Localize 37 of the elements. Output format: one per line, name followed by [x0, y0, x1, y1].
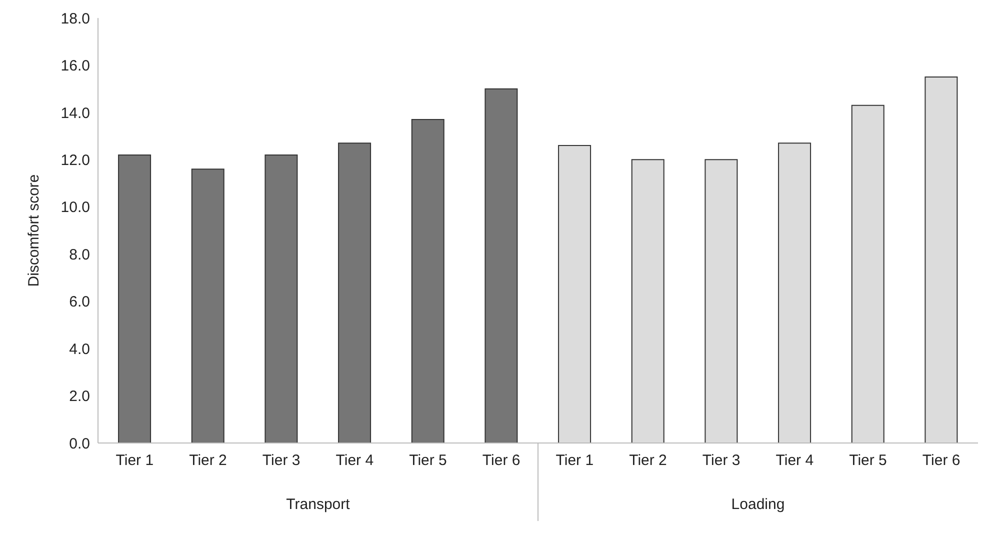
bar	[118, 154, 152, 443]
y-tick-label: 16.0	[60, 58, 90, 75]
bar	[191, 168, 224, 443]
y-tick-label: 12.0	[60, 152, 90, 169]
text: Loading	[731, 496, 785, 513]
bar	[484, 88, 518, 443]
bar	[558, 145, 592, 443]
bar	[411, 119, 444, 443]
y-tick-label: 18.0	[60, 10, 90, 28]
y-tick-label: 0.0	[69, 435, 90, 452]
y-tick-label: 4.0	[69, 340, 90, 358]
y-tick-label: 6.0	[69, 294, 90, 311]
x-tick-label: Tier 3	[262, 452, 300, 469]
x-tick-label: Tier 5	[409, 452, 447, 469]
y-axis-title: Discomfort score	[25, 174, 42, 287]
text: Transport	[286, 496, 351, 513]
x-tick-label: Tier 4	[776, 452, 814, 469]
x-tick-label: Tier 5	[849, 452, 887, 469]
y-tick-label: 10.0	[60, 199, 90, 216]
bar	[631, 159, 664, 443]
x-tick-label: Tier 1	[116, 452, 154, 469]
x-tick-label: Tier 6	[922, 452, 960, 469]
bar	[264, 154, 298, 443]
x-tick-label: Tier 2	[629, 452, 667, 469]
y-tick-label: 8.0	[69, 246, 90, 264]
bar	[704, 159, 738, 443]
y-tick-label: 14.0	[60, 104, 90, 122]
bar	[778, 142, 812, 443]
bar	[851, 104, 884, 443]
x-tick-label: Tier 4	[336, 452, 374, 469]
bar	[924, 76, 958, 443]
x-tick-label: Tier 1	[556, 452, 594, 469]
bar	[338, 142, 372, 443]
x-tick-label: Tier 6	[482, 452, 520, 469]
y-tick-label: 2.0	[69, 388, 90, 406]
x-tick-label: Tier 3	[702, 452, 740, 469]
x-tick-label: Tier 2	[189, 452, 227, 469]
